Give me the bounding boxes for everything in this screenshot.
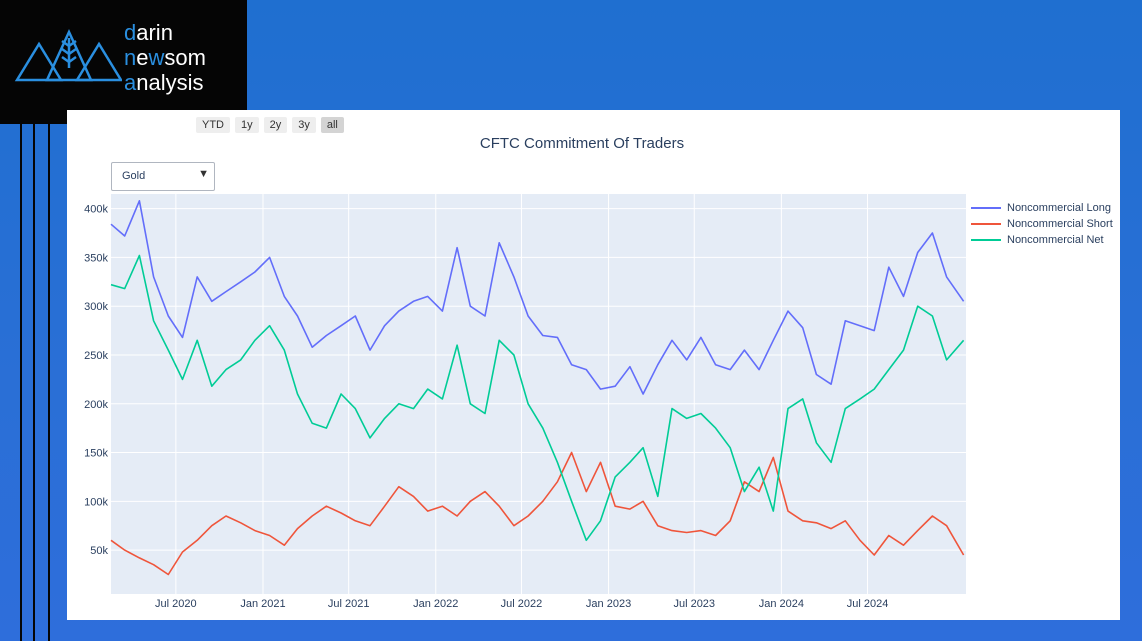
logo-decor-lines	[20, 124, 52, 641]
y-tick-label: 200k	[84, 399, 108, 411]
x-tick-label: Jul 2022	[501, 598, 543, 610]
brand-line2-mid: e	[136, 45, 149, 70]
range-button-3y[interactable]: 3y	[292, 117, 316, 133]
brand-name: darin newsom analysis	[124, 20, 206, 95]
plot-area	[111, 194, 966, 594]
legend-label-long: Noncommercial Long	[1007, 202, 1111, 214]
x-tick-label: Jul 2023	[673, 598, 715, 610]
commodity-dropdown[interactable]: Gold ▼	[111, 162, 215, 191]
legend-swatch-net	[971, 239, 1001, 241]
series-line-1	[110, 451, 965, 576]
brand-line2-accent-a: n	[124, 45, 137, 70]
series-line-2	[110, 254, 965, 542]
chart-legend: Noncommercial Long Noncommercial Short N…	[971, 200, 1113, 248]
legend-item-net[interactable]: Noncommercial Net	[971, 232, 1113, 248]
y-tick-label: 400k	[84, 204, 108, 216]
brand-line1-accent: d	[124, 20, 137, 45]
brand-logo-box: darin newsom analysis	[0, 0, 247, 124]
y-tick-label: 250k	[84, 350, 108, 362]
chart-title: CFTC Commitment Of Traders	[479, 135, 685, 152]
line-chart: 50k 100k 150k 200k 250k 300k 350k 400k Jul 2020 J…	[84, 194, 966, 610]
brand-line1-rest: arin	[136, 20, 173, 45]
legend-item-short[interactable]: Noncommercial Short	[971, 216, 1113, 232]
y-tick-label: 50k	[90, 545, 108, 557]
x-tick-label: Jul 2024	[847, 598, 889, 610]
legend-swatch-long	[971, 207, 1001, 209]
range-button-ytd[interactable]: YTD	[196, 117, 230, 133]
x-tick-label: Jan 2023	[586, 598, 631, 610]
x-tick-label: Jan 2022	[413, 598, 458, 610]
y-tick-label: 150k	[84, 448, 108, 460]
triangle-down-icon: ▼	[198, 168, 209, 180]
legend-item-long[interactable]: Noncommercial Long	[971, 200, 1113, 216]
x-tick-label: Jul 2021	[328, 598, 370, 610]
legend-swatch-short	[971, 223, 1001, 225]
x-tick-label: Jan 2024	[759, 598, 804, 610]
x-tick-label: Jul 2020	[155, 598, 197, 610]
range-button-1y[interactable]: 1y	[235, 117, 259, 133]
brand-line3-accent: a	[124, 70, 137, 95]
brand-line2-rest: som	[164, 45, 206, 70]
range-button-all[interactable]: all	[320, 117, 344, 133]
series-line-0	[110, 200, 965, 395]
y-tick-label: 350k	[84, 252, 108, 264]
dropdown-selected-value: Gold	[122, 170, 146, 182]
range-button-2y[interactable]: 2y	[263, 117, 288, 133]
chart-panel: YTD 1y 2y 3y all CFTC Commitment Of Trad…	[67, 110, 1120, 620]
legend-label-short: Noncommercial Short	[1007, 218, 1113, 230]
brand-line3-rest: nalysis	[136, 70, 204, 95]
brand-line2-accent-b: w	[148, 45, 165, 70]
range-selector: YTD 1y 2y 3y all	[196, 117, 344, 133]
y-tick-label: 300k	[84, 301, 108, 313]
x-tick-label: Jan 2021	[240, 598, 285, 610]
legend-label-net: Noncommercial Net	[1007, 234, 1104, 246]
y-tick-label: 100k	[84, 496, 108, 508]
mountain-logo-icon	[14, 28, 122, 82]
